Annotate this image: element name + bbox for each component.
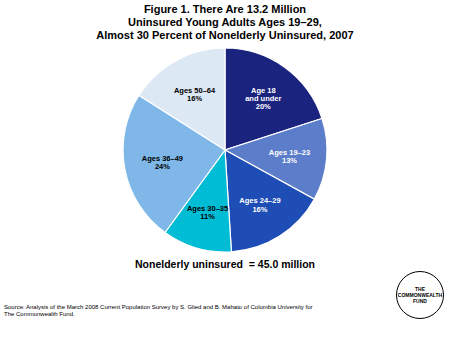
svg-text:Ages 24–2916%: Ages 24–2916% [239, 196, 280, 213]
svg-text:Ages 30–3511%: Ages 30–3511% [187, 203, 228, 220]
svg-text:Ages 50–6416%: Ages 50–6416% [174, 85, 216, 102]
svg-text:Ages 36–4924%: Ages 36–4924% [142, 154, 183, 171]
html-text:Source: Analysis of the March: Source: Analysis of the March 2008 Curre… [4, 303, 313, 318]
html-text:Figure 1. There Are 13.2 Milli: Figure 1. There Are 13.2 Million Uninsur… [96, 3, 354, 42]
html-text:THE COMMONWEALTH FUND: THE COMMONWEALTH FUND [397, 285, 443, 304]
svg-text:Age 18and under20%: Age 18and under20% [245, 85, 281, 111]
html-text:Nonelderly uninsured = 45.0 mi: Nonelderly uninsured = 45.0 million [135, 257, 315, 270]
svg-text:Ages 19–2313%: Ages 19–2313% [269, 148, 310, 165]
